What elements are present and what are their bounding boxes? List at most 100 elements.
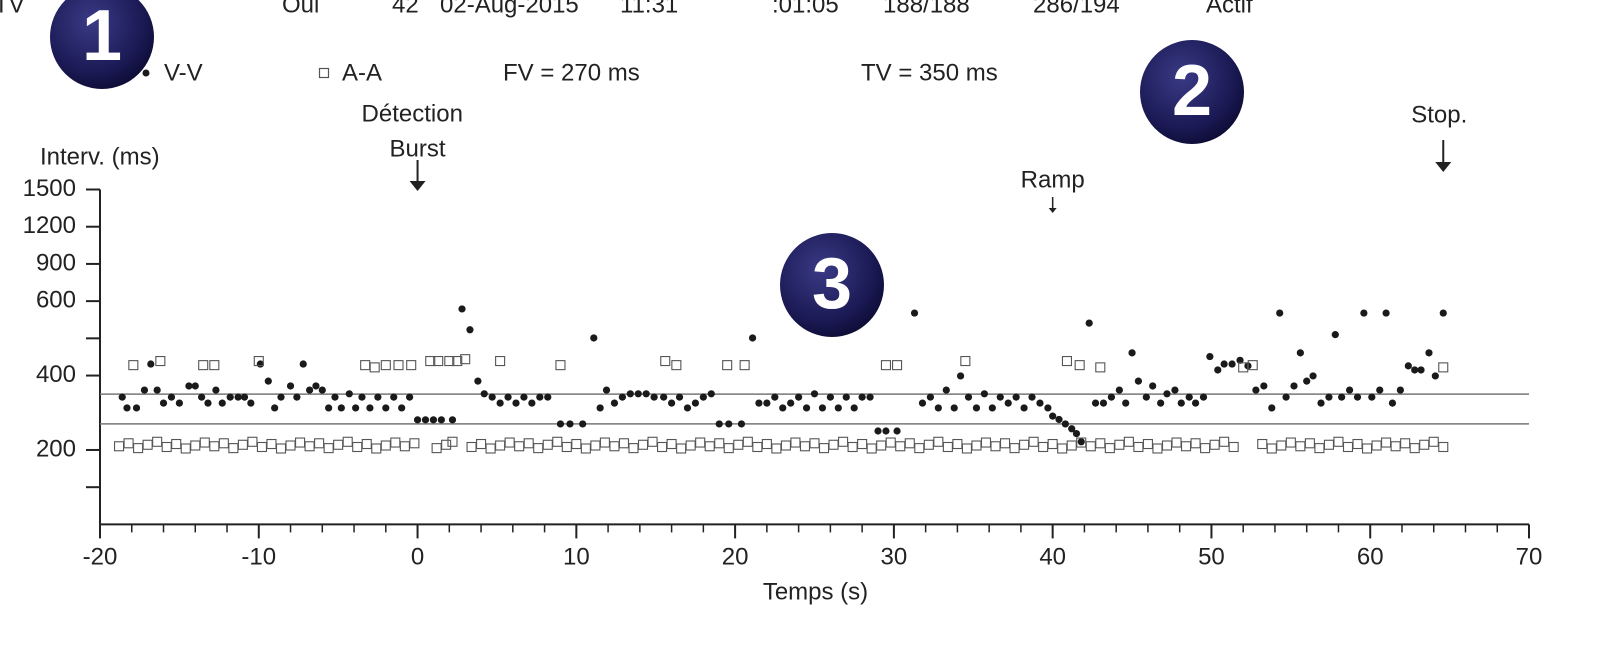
aa-point — [304, 441, 315, 452]
aa-point — [999, 438, 1011, 449]
aa-point — [571, 438, 582, 450]
vv-point — [1107, 393, 1116, 401]
vv-point — [374, 393, 382, 401]
aa-point — [1409, 443, 1420, 454]
aa-point — [237, 439, 248, 450]
annotation: Détection — [362, 100, 463, 127]
aa-point — [1047, 438, 1058, 450]
header-cell: 42 — [392, 0, 419, 18]
x-tick-label: 60 — [1357, 544, 1384, 571]
vv-point — [358, 393, 366, 401]
badge — [780, 233, 884, 337]
zone-label: FV = 270 ms — [503, 59, 640, 86]
aa-point — [495, 440, 506, 451]
legend-label: V-V — [164, 59, 203, 86]
vv-point — [1072, 430, 1081, 438]
aa-point — [685, 440, 696, 451]
vv-point — [1091, 399, 1100, 407]
aa-point — [198, 360, 209, 371]
aa-point — [1438, 362, 1449, 373]
vv-point — [596, 404, 604, 412]
aa-point — [266, 438, 277, 450]
aa-point — [180, 443, 191, 454]
aa-point — [1419, 439, 1430, 450]
vv-point — [691, 399, 700, 407]
vv-point — [544, 393, 552, 401]
aa-point — [552, 436, 563, 447]
vv-point — [858, 393, 866, 401]
aa-point — [790, 437, 801, 448]
vv-point — [650, 393, 658, 401]
vv-point — [579, 420, 587, 428]
vv-point — [926, 393, 935, 401]
vv-point — [234, 393, 242, 401]
vv-point — [331, 393, 339, 401]
aa-point — [314, 438, 325, 449]
aa-point — [1209, 439, 1220, 450]
vv-point — [763, 399, 771, 407]
vv-point — [398, 404, 406, 412]
vv-point — [226, 393, 234, 401]
vv-point — [1122, 399, 1130, 407]
aa-point — [399, 441, 410, 452]
vv-point — [448, 416, 457, 424]
header-cell: 286/194 — [1033, 0, 1120, 18]
aa-point — [1095, 362, 1106, 373]
aa-point — [1009, 443, 1020, 454]
vv-point — [474, 377, 482, 385]
vv-point — [942, 386, 950, 394]
vv-point — [1317, 399, 1325, 407]
vv-point — [602, 386, 611, 394]
aa-point — [253, 355, 264, 367]
vv-point — [536, 393, 544, 401]
vv-point — [610, 399, 619, 407]
vv-point — [826, 393, 834, 401]
vv-point — [1425, 349, 1433, 357]
aa-point — [971, 440, 982, 451]
aa-point — [1057, 443, 1068, 454]
vv-point — [850, 404, 858, 412]
aa-point — [733, 439, 744, 450]
aa-point — [1228, 441, 1239, 453]
vv-point — [1036, 399, 1044, 407]
vv-point — [668, 399, 676, 407]
aa-point — [628, 443, 639, 454]
aa-point — [580, 443, 591, 454]
aa-point — [485, 443, 496, 454]
vv-point — [140, 386, 149, 394]
vv-point — [980, 390, 988, 398]
vv-point — [1439, 309, 1447, 317]
aa-point — [342, 436, 353, 447]
vv-point — [264, 377, 272, 385]
aa-point — [892, 360, 903, 371]
aa-point — [152, 436, 163, 447]
aa-point — [1342, 441, 1354, 453]
aa-point — [371, 443, 382, 454]
x-tick-label: -10 — [241, 544, 276, 571]
aa-point — [123, 438, 134, 449]
aa-point — [1438, 441, 1449, 453]
aa-point — [657, 441, 668, 453]
aa-point — [771, 443, 782, 454]
vv-point — [1142, 393, 1150, 401]
aa-point — [960, 355, 971, 367]
badge — [50, 0, 154, 89]
x-tick-label: 0 — [411, 544, 424, 571]
vv-point — [715, 420, 723, 428]
vv-point — [787, 399, 795, 407]
vv-point — [988, 404, 996, 412]
aa-point — [190, 440, 201, 451]
vv-point — [1206, 352, 1214, 361]
aa-point — [142, 439, 153, 450]
aa-point — [1314, 443, 1325, 454]
vv-point — [996, 393, 1004, 401]
aa-point — [333, 439, 344, 450]
aa-point — [590, 440, 601, 451]
annotation-arrowhead — [409, 181, 426, 191]
vv-point — [458, 305, 466, 313]
aa-point — [880, 360, 892, 371]
vv-point — [802, 404, 811, 412]
y-tick-label: 900 — [36, 249, 76, 276]
vv-point — [293, 393, 301, 401]
aa-point — [452, 355, 463, 367]
